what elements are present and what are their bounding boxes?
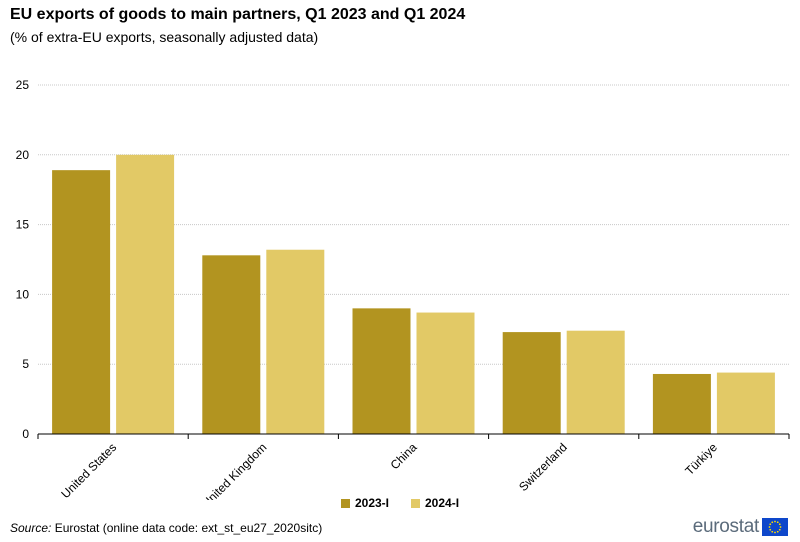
bar (502, 332, 561, 434)
x-category-label: Switzerland (516, 440, 570, 494)
y-tick-label: 0 (22, 427, 29, 441)
bar (716, 372, 775, 434)
y-tick-label: 15 (16, 218, 30, 232)
legend-label: 2023-I (354, 496, 389, 510)
source-text: Eurostat (online data code: ext_st_eu27_… (51, 521, 323, 535)
flag-star (769, 523, 772, 526)
legend-swatch (340, 498, 350, 508)
x-category-label: Türkiye (682, 440, 720, 478)
chart-subtitle: (% of extra-EU exports, seasonally adjus… (10, 29, 319, 45)
bar (652, 373, 711, 434)
y-tick-label: 25 (16, 78, 30, 92)
flag-star (769, 528, 772, 531)
flag-star (771, 530, 774, 533)
bar (116, 154, 175, 435)
source-label: Source: (10, 521, 52, 535)
flag-star (774, 531, 776, 534)
eurostat-logo: eurostat (693, 516, 788, 538)
flag-star (771, 521, 774, 524)
flag-star (776, 521, 779, 524)
bar (566, 330, 625, 434)
legend-item: 2023-I (340, 496, 389, 510)
x-category-label: United States (58, 440, 119, 500)
flag-star (776, 530, 779, 533)
bar (416, 312, 475, 434)
bar (352, 308, 411, 434)
y-tick-label: 20 (16, 148, 30, 162)
y-tick-label: 10 (16, 287, 30, 301)
y-tick-label: 5 (22, 357, 29, 371)
bar (52, 170, 111, 434)
legend-item: 2024-I (411, 496, 459, 510)
x-category-label: United Kingdom (199, 440, 269, 500)
source-note: Source: Eurostat (online data code: ext_… (10, 521, 322, 535)
x-category-label: China (388, 440, 420, 472)
bar (202, 255, 261, 434)
bar-chart: 0 5 10 15 20 25 United States United Kingdom Chi… (16, 78, 790, 500)
legend-swatch (411, 498, 420, 508)
chart-title: EU exports of goods to main partners, Q1… (10, 6, 466, 23)
logo-text: eurostat (692, 516, 760, 537)
eu-flag-icon (762, 518, 788, 536)
legend: 2023-I 2024-I (0, 496, 800, 510)
flag-star (774, 520, 776, 523)
flag-star (778, 528, 781, 531)
bar (266, 249, 325, 434)
flag-star (768, 526, 771, 528)
legend-label: 2024-I (425, 496, 460, 510)
flag-star (778, 523, 781, 526)
flag-star (779, 526, 782, 528)
